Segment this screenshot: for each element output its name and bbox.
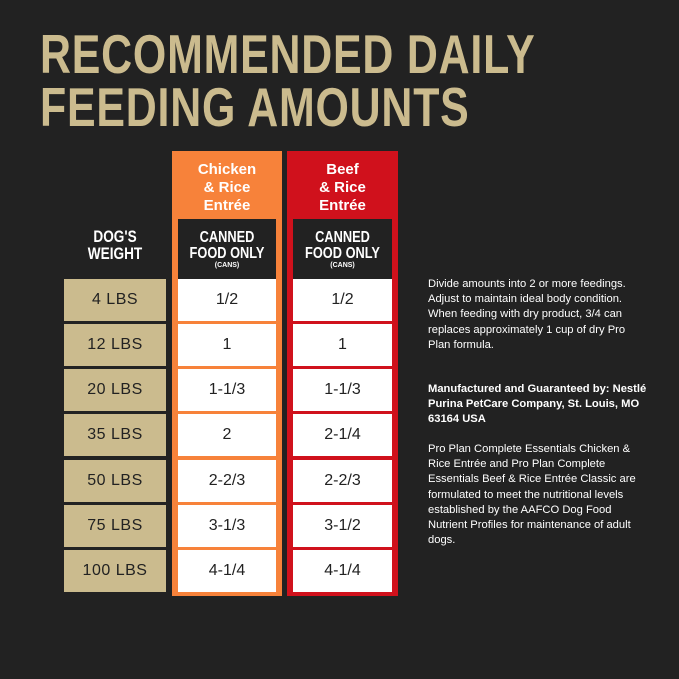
subheader-line-1: CANNED <box>315 229 370 246</box>
product-name: Beef & Rice Entrée <box>290 154 395 216</box>
manufacturer-info: Manufactured and Guaranteed by: Nestlé P… <box>428 383 647 426</box>
weight-cell: 100 LBS <box>64 550 166 592</box>
amount-cell: 1/2 <box>293 279 392 321</box>
subheader-line-2: FOOD ONLY <box>305 245 380 262</box>
amount-cell: 1 <box>178 324 276 366</box>
weight-header-line-1: DOG'S <box>93 227 137 246</box>
beef-column: Beef & Rice Entrée CANNED FOOD ONLY (CANS) 1/2… <box>287 151 398 596</box>
weight-header: DOG'S WEIGHT <box>64 228 166 262</box>
weight-cell: 75 LBS <box>64 505 166 547</box>
amount-cell: 2-2/3 <box>293 460 392 502</box>
amount-cell: 1/2 <box>178 279 276 321</box>
amount-cell: 1 <box>293 324 392 366</box>
feeding-instructions: Divide amounts into 2 or more feedings. … <box>428 278 626 351</box>
product-name-line: Entrée <box>319 197 366 214</box>
amount-cell: 2 <box>178 414 276 456</box>
amount-cell: 4-1/4 <box>293 550 392 592</box>
page-title: RECOMMENDED DAILY FEEDING AMOUNTS <box>40 23 536 138</box>
weight-cell: 12 LBS <box>64 324 166 366</box>
unit-label: (CANS) <box>330 262 355 269</box>
amount-cell: 1-1/3 <box>178 369 276 411</box>
chicken-column: Chicken & Rice Entrée CANNED FOOD ONLY (CANS)… <box>172 151 282 596</box>
amount-cell: 1-1/3 <box>293 369 392 411</box>
column-subheader: CANNED FOOD ONLY (CANS) <box>293 219 392 279</box>
weight-cell: 35 LBS <box>64 414 166 456</box>
aafco-statement: Pro Plan Complete Essentials Chicken & R… <box>428 443 636 547</box>
unit-label: (CANS) <box>214 262 240 269</box>
subheader-line-1: CANNED <box>199 229 255 246</box>
product-name-line: & Rice <box>319 179 366 196</box>
amount-cell: 3-1/3 <box>178 505 276 547</box>
column-subheader: CANNED FOOD ONLY (CANS) <box>178 219 276 279</box>
weight-cell: 50 LBS <box>64 460 166 502</box>
product-name-line: Beef <box>326 161 359 178</box>
product-name-line: Entrée <box>203 197 251 214</box>
subheader-line-2: FOOD ONLY <box>189 245 265 262</box>
product-name-line: Chicken <box>197 161 257 178</box>
amount-cell: 2-1/4 <box>293 414 392 456</box>
product-name-line: & Rice <box>203 179 251 196</box>
amount-cell: 2-2/3 <box>178 460 276 502</box>
product-name: Chicken & Rice Entrée <box>175 154 279 216</box>
weight-cell: 20 LBS <box>64 369 166 411</box>
title-line-1: RECOMMENDED DAILY <box>40 23 536 85</box>
amount-cell: 4-1/4 <box>178 550 276 592</box>
weight-cell: 4 LBS <box>64 279 166 321</box>
title-line-2: FEEDING AMOUNTS <box>40 76 470 138</box>
weight-header-line-2: WEIGHT <box>87 244 143 263</box>
amount-cell: 3-1/2 <box>293 505 392 547</box>
